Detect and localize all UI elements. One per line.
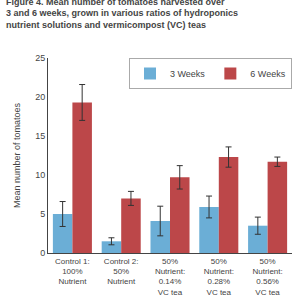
svg-text:5: 5: [40, 209, 45, 219]
svg-text:50%Nutrient:0.56%VC tea: 50%Nutrient:0.56%VC tea: [252, 257, 282, 297]
svg-text:Control 2:50%Nutrient: Control 2:50%Nutrient: [104, 257, 139, 287]
svg-text:Control 1:100%Nutrient: Control 1:100%Nutrient: [55, 257, 90, 287]
svg-text:3 Weeks: 3 Weeks: [170, 69, 205, 79]
svg-text:50%Nutrient:0.28%VC tea: 50%Nutrient:0.28%VC tea: [204, 257, 234, 297]
svg-text:15: 15: [35, 131, 45, 141]
svg-text:6 Weeks: 6 Weeks: [250, 69, 285, 79]
svg-text:Figure 4. Mean number of tomat: Figure 4. Mean number of tomatoes harves…: [6, 0, 238, 30]
svg-text:20: 20: [35, 92, 45, 102]
svg-text:50%Nutrient:0.14%VC tea: 50%Nutrient:0.14%VC tea: [155, 257, 185, 297]
svg-text:10: 10: [35, 170, 45, 180]
svg-text:0: 0: [40, 248, 45, 258]
svg-text:25: 25: [35, 53, 45, 63]
svg-text:Mean number of tomatoes: Mean number of tomatoes: [12, 102, 22, 208]
